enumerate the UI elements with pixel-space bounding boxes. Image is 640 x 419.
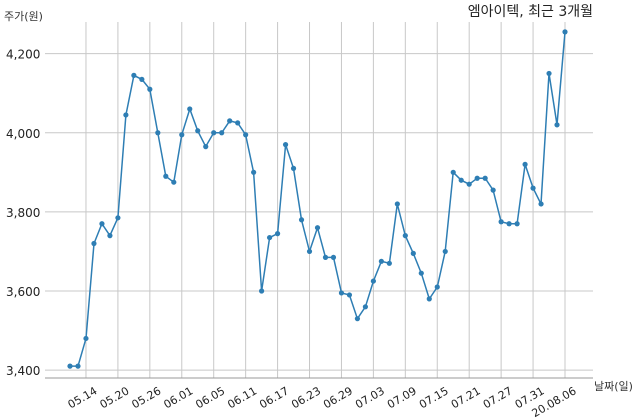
data-point (554, 122, 560, 128)
x-tick-label: 06.17 (257, 384, 291, 411)
x-tick-label: 07.15 (417, 384, 451, 411)
y-tick-label: 4,200 (6, 48, 40, 62)
x-tick-label: 05.20 (98, 384, 132, 411)
data-point (282, 142, 289, 148)
data-point (123, 112, 129, 118)
x-tick-label: 05.14 (66, 384, 100, 411)
data-point (227, 118, 233, 124)
data-point (546, 70, 552, 77)
data-point (434, 284, 440, 290)
data-point (211, 130, 217, 136)
x-tick-label: 06.05 (193, 384, 227, 411)
x-tick-label: 07.27 (481, 384, 515, 411)
data-point (346, 292, 353, 298)
data-point (107, 233, 113, 239)
chart-title: 엠아이텍, 최근 3개월 (467, 4, 593, 20)
data-point (179, 132, 185, 138)
y-tick-label: 3,800 (6, 206, 40, 220)
data-point (83, 335, 89, 342)
data-point (418, 270, 424, 276)
data-point (266, 234, 273, 241)
data-point (99, 221, 105, 227)
data-point (354, 316, 361, 322)
data-point (147, 86, 153, 92)
data-point (243, 132, 249, 138)
data-point (466, 181, 472, 187)
data-point (442, 248, 448, 255)
data-point (378, 258, 384, 264)
data-point (514, 221, 520, 227)
data-point (187, 106, 193, 112)
data-point (306, 248, 313, 255)
x-tick-label: 06.01 (161, 384, 195, 411)
data-point (314, 225, 321, 231)
data-point (482, 175, 488, 181)
series-line (70, 31, 566, 367)
data-point (402, 233, 408, 239)
data-point (251, 169, 257, 175)
data-point (362, 304, 369, 310)
data-point (386, 260, 392, 266)
data-point (410, 250, 416, 256)
data-point (458, 177, 464, 183)
data-point (506, 221, 512, 227)
data-point (235, 120, 241, 126)
data-point (538, 201, 544, 207)
x-tick-label: 06.23 (289, 384, 323, 411)
data-point (155, 130, 161, 136)
data-point (259, 288, 265, 294)
data-point (67, 363, 73, 369)
data-point (530, 185, 536, 191)
data-point (338, 290, 345, 296)
data-point (370, 278, 376, 284)
data-point (322, 254, 329, 260)
data-point (330, 254, 337, 260)
data-point (498, 219, 504, 225)
x-tick-label: 06.11 (225, 384, 259, 411)
data-point (290, 165, 297, 171)
data-point (115, 215, 121, 221)
y-axis-label: 주가(원) (4, 10, 43, 23)
data-point (426, 296, 432, 302)
data-point (474, 175, 480, 181)
data-point (75, 363, 81, 369)
data-point (298, 217, 305, 223)
y-tick-label: 4,000 (6, 127, 40, 141)
data-point (522, 161, 528, 167)
data-point (131, 72, 137, 78)
data-point (91, 240, 97, 247)
data-point (490, 187, 496, 193)
x-tick-label: 07.03 (353, 384, 387, 411)
x-tick-label: 07.09 (385, 384, 419, 411)
data-point (274, 231, 281, 237)
data-point (450, 169, 456, 175)
data-point (163, 173, 169, 179)
data-point (171, 179, 177, 185)
data-point (219, 130, 225, 136)
y-tick-label: 3,600 (6, 285, 40, 299)
x-axis-label: 날짜(일) (594, 380, 633, 393)
data-point (139, 76, 145, 82)
x-tick-label: 06.29 (321, 384, 355, 411)
data-point (203, 144, 209, 150)
x-tick-label: 07.21 (449, 384, 483, 411)
x-tick-label: 05.26 (130, 384, 164, 411)
data-point (394, 201, 400, 207)
data-point (195, 128, 201, 134)
data-point (562, 29, 568, 35)
y-tick-label: 3,400 (6, 364, 40, 378)
